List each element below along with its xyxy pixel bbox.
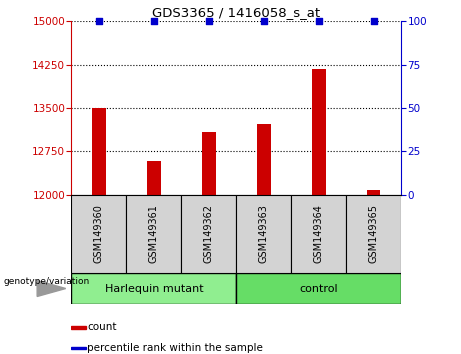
Bar: [257, 124, 271, 195]
Polygon shape: [37, 280, 66, 297]
Point: [95, 18, 103, 24]
Bar: [126, 195, 181, 273]
Text: GSM149364: GSM149364: [313, 204, 324, 263]
Title: GDS3365 / 1416058_s_at: GDS3365 / 1416058_s_at: [152, 6, 320, 19]
Text: count: count: [87, 322, 117, 332]
Bar: [312, 69, 325, 195]
Text: control: control: [299, 284, 338, 293]
Bar: [71, 347, 86, 349]
Text: Harlequin mutant: Harlequin mutant: [105, 284, 203, 293]
Bar: [346, 195, 401, 273]
Point: [150, 18, 158, 24]
Text: GSM149361: GSM149361: [149, 204, 159, 263]
Bar: [71, 273, 236, 304]
Point: [260, 18, 267, 24]
Bar: [181, 195, 236, 273]
Bar: [367, 190, 380, 195]
Point: [315, 18, 322, 24]
Text: GSM149360: GSM149360: [94, 204, 104, 263]
Point: [370, 18, 377, 24]
Point: [205, 18, 213, 24]
Text: genotype/variation: genotype/variation: [4, 277, 90, 286]
Bar: [291, 195, 346, 273]
Text: GSM149363: GSM149363: [259, 204, 269, 263]
Text: GSM149362: GSM149362: [204, 204, 214, 263]
Bar: [236, 273, 401, 304]
Bar: [71, 326, 86, 329]
Bar: [147, 161, 161, 195]
Text: percentile rank within the sample: percentile rank within the sample: [87, 343, 263, 353]
Bar: [236, 195, 291, 273]
Bar: [92, 108, 106, 195]
Bar: [202, 132, 216, 195]
Text: GSM149365: GSM149365: [369, 204, 378, 263]
Bar: [71, 195, 126, 273]
